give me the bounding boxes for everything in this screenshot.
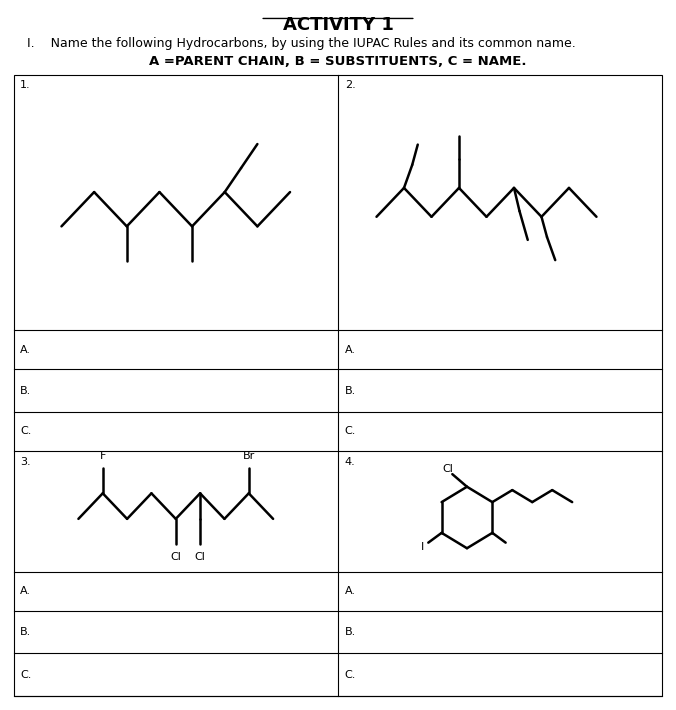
Text: C.: C. [20, 670, 32, 679]
Text: A.: A. [345, 344, 356, 355]
Text: I: I [421, 542, 424, 552]
Text: 4.: 4. [345, 457, 356, 466]
Text: B.: B. [345, 627, 356, 637]
Text: 3.: 3. [20, 457, 31, 466]
Text: 1.: 1. [20, 80, 31, 90]
Text: B.: B. [20, 627, 32, 637]
Text: 2.: 2. [345, 80, 356, 90]
Bar [14, 75, 662, 696]
Text: B.: B. [20, 386, 32, 395]
Text: Cl: Cl [170, 552, 181, 562]
Text: A.: A. [345, 586, 356, 596]
Text: C.: C. [20, 426, 32, 437]
Text: F: F [99, 452, 106, 462]
Text: A =PARENT CHAIN, B = SUBSTITUENTS, C = NAME.: A =PARENT CHAIN, B = SUBSTITUENTS, C = N… [149, 55, 527, 68]
Text: B.: B. [345, 386, 356, 395]
Text: Cl: Cl [442, 464, 453, 474]
Text: Cl: Cl [195, 552, 206, 562]
Text: A.: A. [20, 344, 31, 355]
Text: A.: A. [20, 586, 31, 596]
Text: Br: Br [243, 452, 255, 462]
Text: C.: C. [345, 426, 356, 437]
Text: C.: C. [345, 670, 356, 679]
Text: ACTIVITY 1: ACTIVITY 1 [283, 16, 393, 33]
Text: I.    Name the following Hydrocarbons, by using the IUPAC Rules and its common n: I. Name the following Hydrocarbons, by u… [27, 37, 576, 50]
